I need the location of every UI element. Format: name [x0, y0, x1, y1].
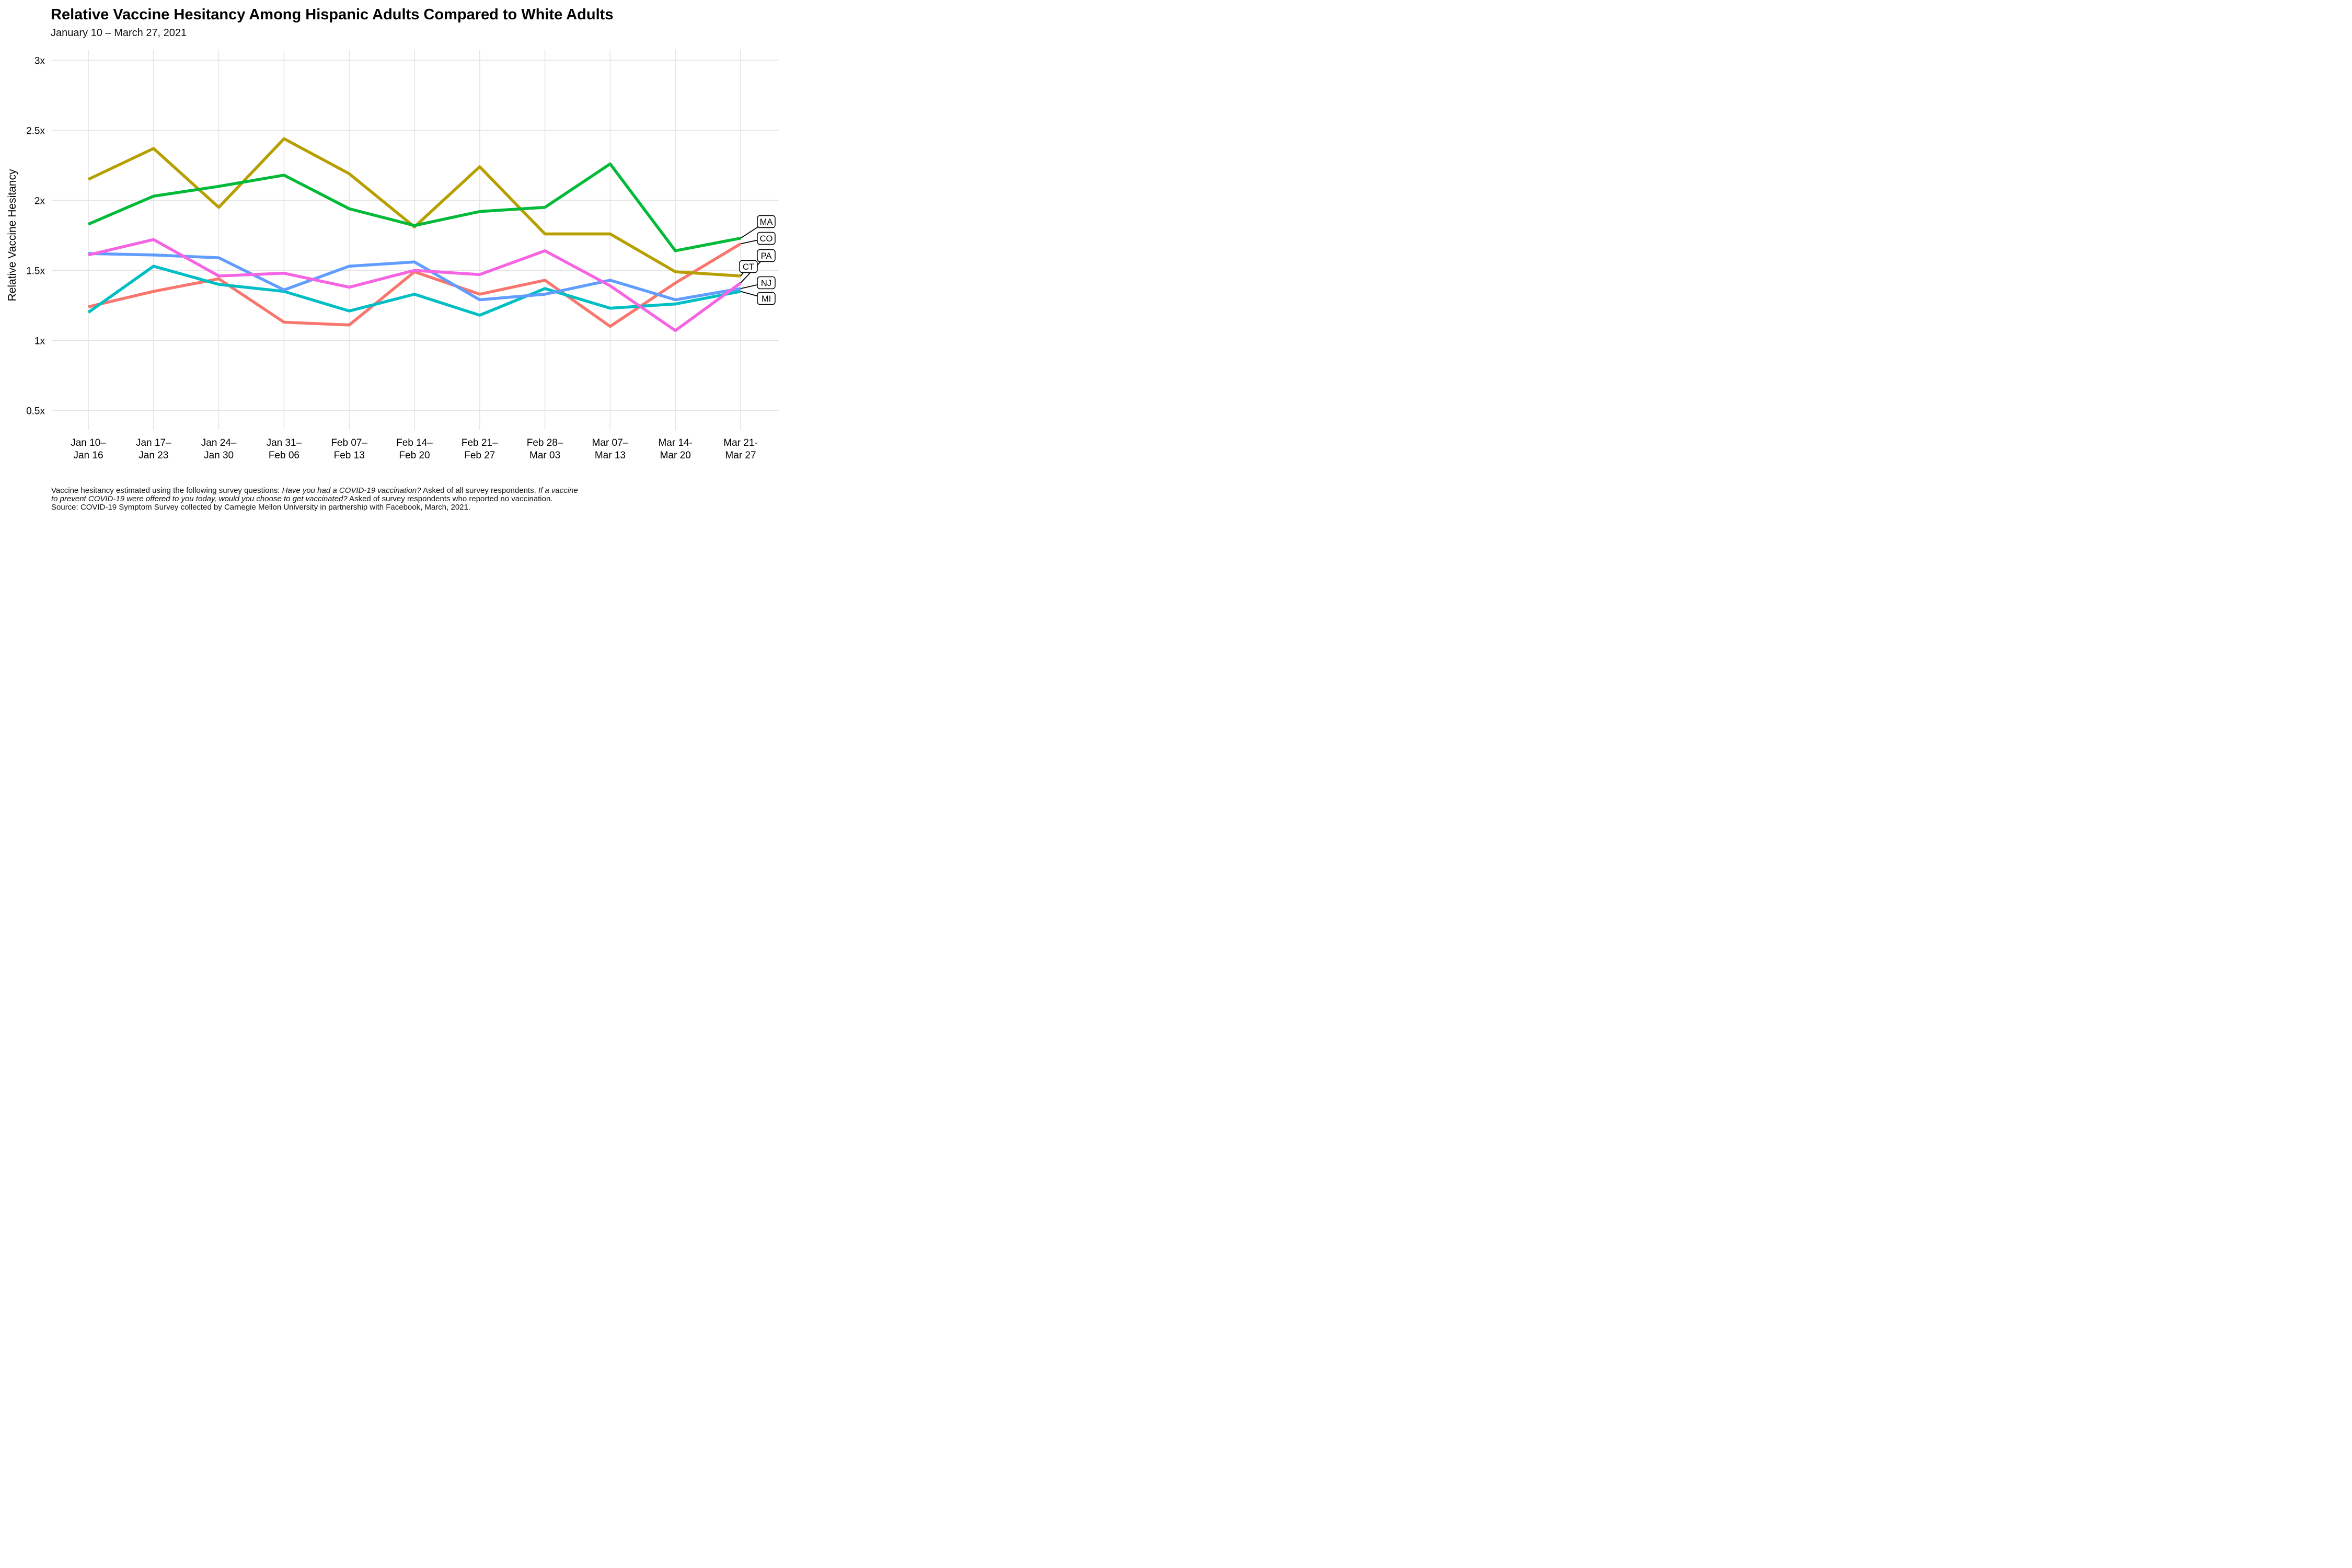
series-label-NJ: NJ [761, 279, 771, 288]
y-tick-label: 2x [34, 195, 45, 206]
y-tick-label: 2.5x [26, 125, 45, 136]
series-line-PA [88, 238, 742, 332]
chart-title: Relative Vaccine Hesitancy Among Hispani… [51, 6, 614, 23]
x-tick-label: Jan 31– [267, 437, 302, 448]
series-label-box-NJ [757, 276, 776, 290]
footnote-line: Source: COVID-19 Symptom Survey collecte… [51, 503, 471, 512]
x-tick-label: Mar 07– [592, 437, 629, 448]
x-tick-label: Feb 28– [527, 437, 563, 448]
series-label-box-PA [757, 249, 776, 262]
x-tick-label: Mar 27 [725, 450, 756, 461]
series-label-MI: MI [762, 294, 771, 304]
y-tick-label: 3x [34, 55, 45, 66]
x-tick-label: Feb 20 [399, 450, 430, 461]
series-label-box-MI [757, 292, 776, 305]
x-tick-label: Mar 03 [529, 450, 560, 461]
series-label-PA: PA [761, 251, 772, 261]
x-tick-label: Mar 13 [595, 450, 626, 461]
series-label-MA: MA [760, 217, 773, 227]
series-line-NJ [88, 252, 741, 302]
x-tick-label: Feb 13 [334, 450, 365, 461]
y-tick-label: 0.5x [26, 406, 45, 417]
x-tick-label: Jan 30 [204, 450, 234, 461]
x-tick-label: Mar 21- [723, 437, 757, 448]
x-tick-label: Jan 17– [136, 437, 171, 448]
chart-subtitle: January 10 – March 27, 2021 [51, 27, 187, 39]
series-label-box-CO [757, 232, 776, 245]
series-label-CT: CT [743, 262, 754, 272]
series-label-box-MA [757, 215, 776, 228]
series-label-CO: CO [760, 234, 773, 244]
footnote-line: to prevent COVID-19 were offered to you … [51, 494, 553, 503]
x-tick-label: Jan 23 [139, 450, 168, 461]
y-tick-label: 1x [34, 336, 45, 347]
x-tick-label: Jan 10– [71, 437, 106, 448]
chart-page: Relative Vaccine Hesitancy Among Hispani… [0, 0, 784, 523]
footnote: Vaccine hesitancy estimated using the fo… [51, 487, 762, 512]
series-line-MA [87, 162, 741, 252]
footnote-line: Vaccine hesitancy estimated using the fo… [51, 486, 578, 495]
x-tick-label: Jan 24– [201, 437, 237, 448]
x-tick-label: Jan 16 [73, 450, 103, 461]
series-line-MI [87, 264, 741, 317]
x-tick-label: Feb 27 [464, 450, 495, 461]
x-tick-label: Feb 06 [269, 450, 299, 461]
line-chart: 0.5x 1x 1.5x 2x 2.5x 3x Relative Vaccine Hesit… [6, 50, 779, 461]
x-tick-label: Feb 21– [462, 437, 498, 448]
x-tick-label: Feb 14– [396, 437, 433, 448]
x-tick-label: Feb 07– [331, 437, 367, 448]
x-tick-label: Mar 20 [660, 450, 691, 461]
x-tick-label: Mar 14- [658, 437, 692, 448]
y-axis-title: Relative Vaccine Hesitancy [6, 169, 18, 301]
series-label-box-CT [739, 260, 758, 273]
y-tick-label: 1.5x [26, 266, 45, 276]
